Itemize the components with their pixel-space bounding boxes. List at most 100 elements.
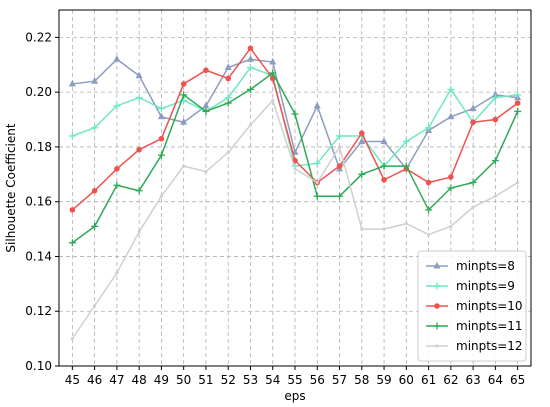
data-point bbox=[358, 137, 366, 144]
data-point bbox=[336, 132, 344, 140]
data-point bbox=[91, 124, 99, 132]
data-point bbox=[69, 207, 76, 213]
data-point bbox=[203, 67, 209, 74]
data-point bbox=[68, 239, 76, 247]
data-point bbox=[248, 123, 253, 127]
data-point bbox=[336, 192, 344, 200]
data-point bbox=[135, 71, 143, 79]
legend-marker bbox=[434, 303, 440, 309]
legend-item: minpts=9 bbox=[426, 279, 515, 293]
data-point bbox=[246, 55, 254, 62]
data-point bbox=[293, 167, 297, 171]
y-tick-label: 0.14 bbox=[25, 249, 52, 263]
data-point bbox=[226, 150, 230, 154]
y-axis-title: Silhouette Coefficient bbox=[4, 123, 18, 252]
series-2 bbox=[68, 64, 522, 170]
data-point bbox=[337, 145, 342, 149]
data-point bbox=[514, 107, 522, 115]
data-point bbox=[447, 85, 455, 93]
y-tick-label: 0.20 bbox=[25, 85, 52, 99]
series-4 bbox=[68, 69, 522, 247]
legend-item: minpts=10 bbox=[426, 299, 523, 313]
data-point bbox=[469, 104, 477, 112]
x-tick-label: 46 bbox=[87, 373, 102, 387]
x-tick-label: 51 bbox=[198, 373, 213, 387]
x-tick-label: 49 bbox=[154, 373, 169, 387]
data-point bbox=[469, 179, 477, 187]
data-point bbox=[447, 112, 455, 120]
data-point bbox=[471, 205, 475, 209]
x-axis-title: eps bbox=[284, 389, 305, 403]
data-point bbox=[157, 151, 165, 159]
x-tick-label: 55 bbox=[287, 373, 302, 387]
data-point bbox=[68, 79, 76, 87]
data-point bbox=[426, 232, 431, 237]
x-tick-label: 60 bbox=[399, 373, 414, 387]
data-point bbox=[470, 119, 476, 126]
y-tick-label: 0.22 bbox=[25, 30, 52, 44]
data-point bbox=[182, 164, 186, 168]
data-point bbox=[157, 105, 165, 113]
data-point bbox=[313, 101, 321, 109]
x-tick-label: 54 bbox=[265, 373, 280, 387]
data-point bbox=[180, 118, 188, 125]
x-tick-label: 48 bbox=[132, 373, 147, 387]
legend-marker bbox=[433, 282, 441, 290]
data-point bbox=[425, 179, 432, 186]
ticks-layer: 45 46 47 48 49 50 51 52 53 54 55 56 57 58 59 60 61 62 63 64… bbox=[25, 30, 525, 387]
legend-label: minpts=10 bbox=[456, 299, 523, 313]
data-point bbox=[382, 227, 386, 231]
data-point bbox=[360, 227, 364, 231]
data-point bbox=[336, 163, 343, 169]
x-tick-label: 45 bbox=[65, 373, 80, 387]
legend-label: minpts=12 bbox=[456, 339, 523, 353]
x-tick-label: 59 bbox=[376, 373, 391, 387]
legend-label: minpts=9 bbox=[456, 279, 515, 293]
legend-item: minpts=8 bbox=[426, 259, 515, 273]
data-point bbox=[115, 271, 119, 275]
x-tick-label: 62 bbox=[443, 373, 458, 387]
data-point bbox=[425, 206, 433, 214]
data-point bbox=[271, 98, 275, 102]
series-5 bbox=[70, 98, 520, 341]
data-point bbox=[113, 181, 121, 189]
data-point bbox=[402, 162, 410, 170]
legend-marker bbox=[433, 261, 441, 269]
y-tick-label: 0.12 bbox=[25, 304, 52, 318]
legend-item: minpts=12 bbox=[426, 339, 523, 353]
data-point bbox=[225, 75, 232, 82]
x-tick-label: 58 bbox=[354, 373, 369, 387]
data-point bbox=[491, 94, 499, 102]
data-point bbox=[269, 57, 277, 65]
data-point bbox=[313, 159, 321, 167]
data-point bbox=[380, 162, 388, 170]
data-point bbox=[135, 94, 143, 102]
x-tick-label: 52 bbox=[221, 373, 236, 387]
data-point bbox=[313, 192, 321, 200]
data-point bbox=[380, 137, 388, 144]
data-point bbox=[358, 130, 365, 137]
data-point bbox=[514, 100, 521, 106]
series-layer bbox=[68, 45, 522, 341]
data-point bbox=[381, 176, 387, 183]
data-point bbox=[224, 99, 232, 107]
data-point bbox=[91, 77, 99, 84]
data-point bbox=[135, 187, 143, 195]
data-point bbox=[246, 85, 254, 93]
legend-label: minpts=8 bbox=[456, 259, 515, 273]
data-point bbox=[425, 124, 433, 132]
data-point bbox=[292, 157, 298, 164]
data-point bbox=[137, 230, 141, 234]
data-point bbox=[269, 69, 277, 77]
data-point bbox=[180, 91, 188, 99]
data-point bbox=[315, 180, 319, 185]
x-tick-label: 47 bbox=[109, 373, 124, 387]
data-point bbox=[448, 174, 454, 180]
data-point bbox=[158, 135, 165, 142]
x-tick-label: 65 bbox=[510, 373, 525, 387]
data-point bbox=[113, 55, 121, 62]
legend-box bbox=[417, 250, 527, 362]
data-point bbox=[91, 187, 98, 194]
